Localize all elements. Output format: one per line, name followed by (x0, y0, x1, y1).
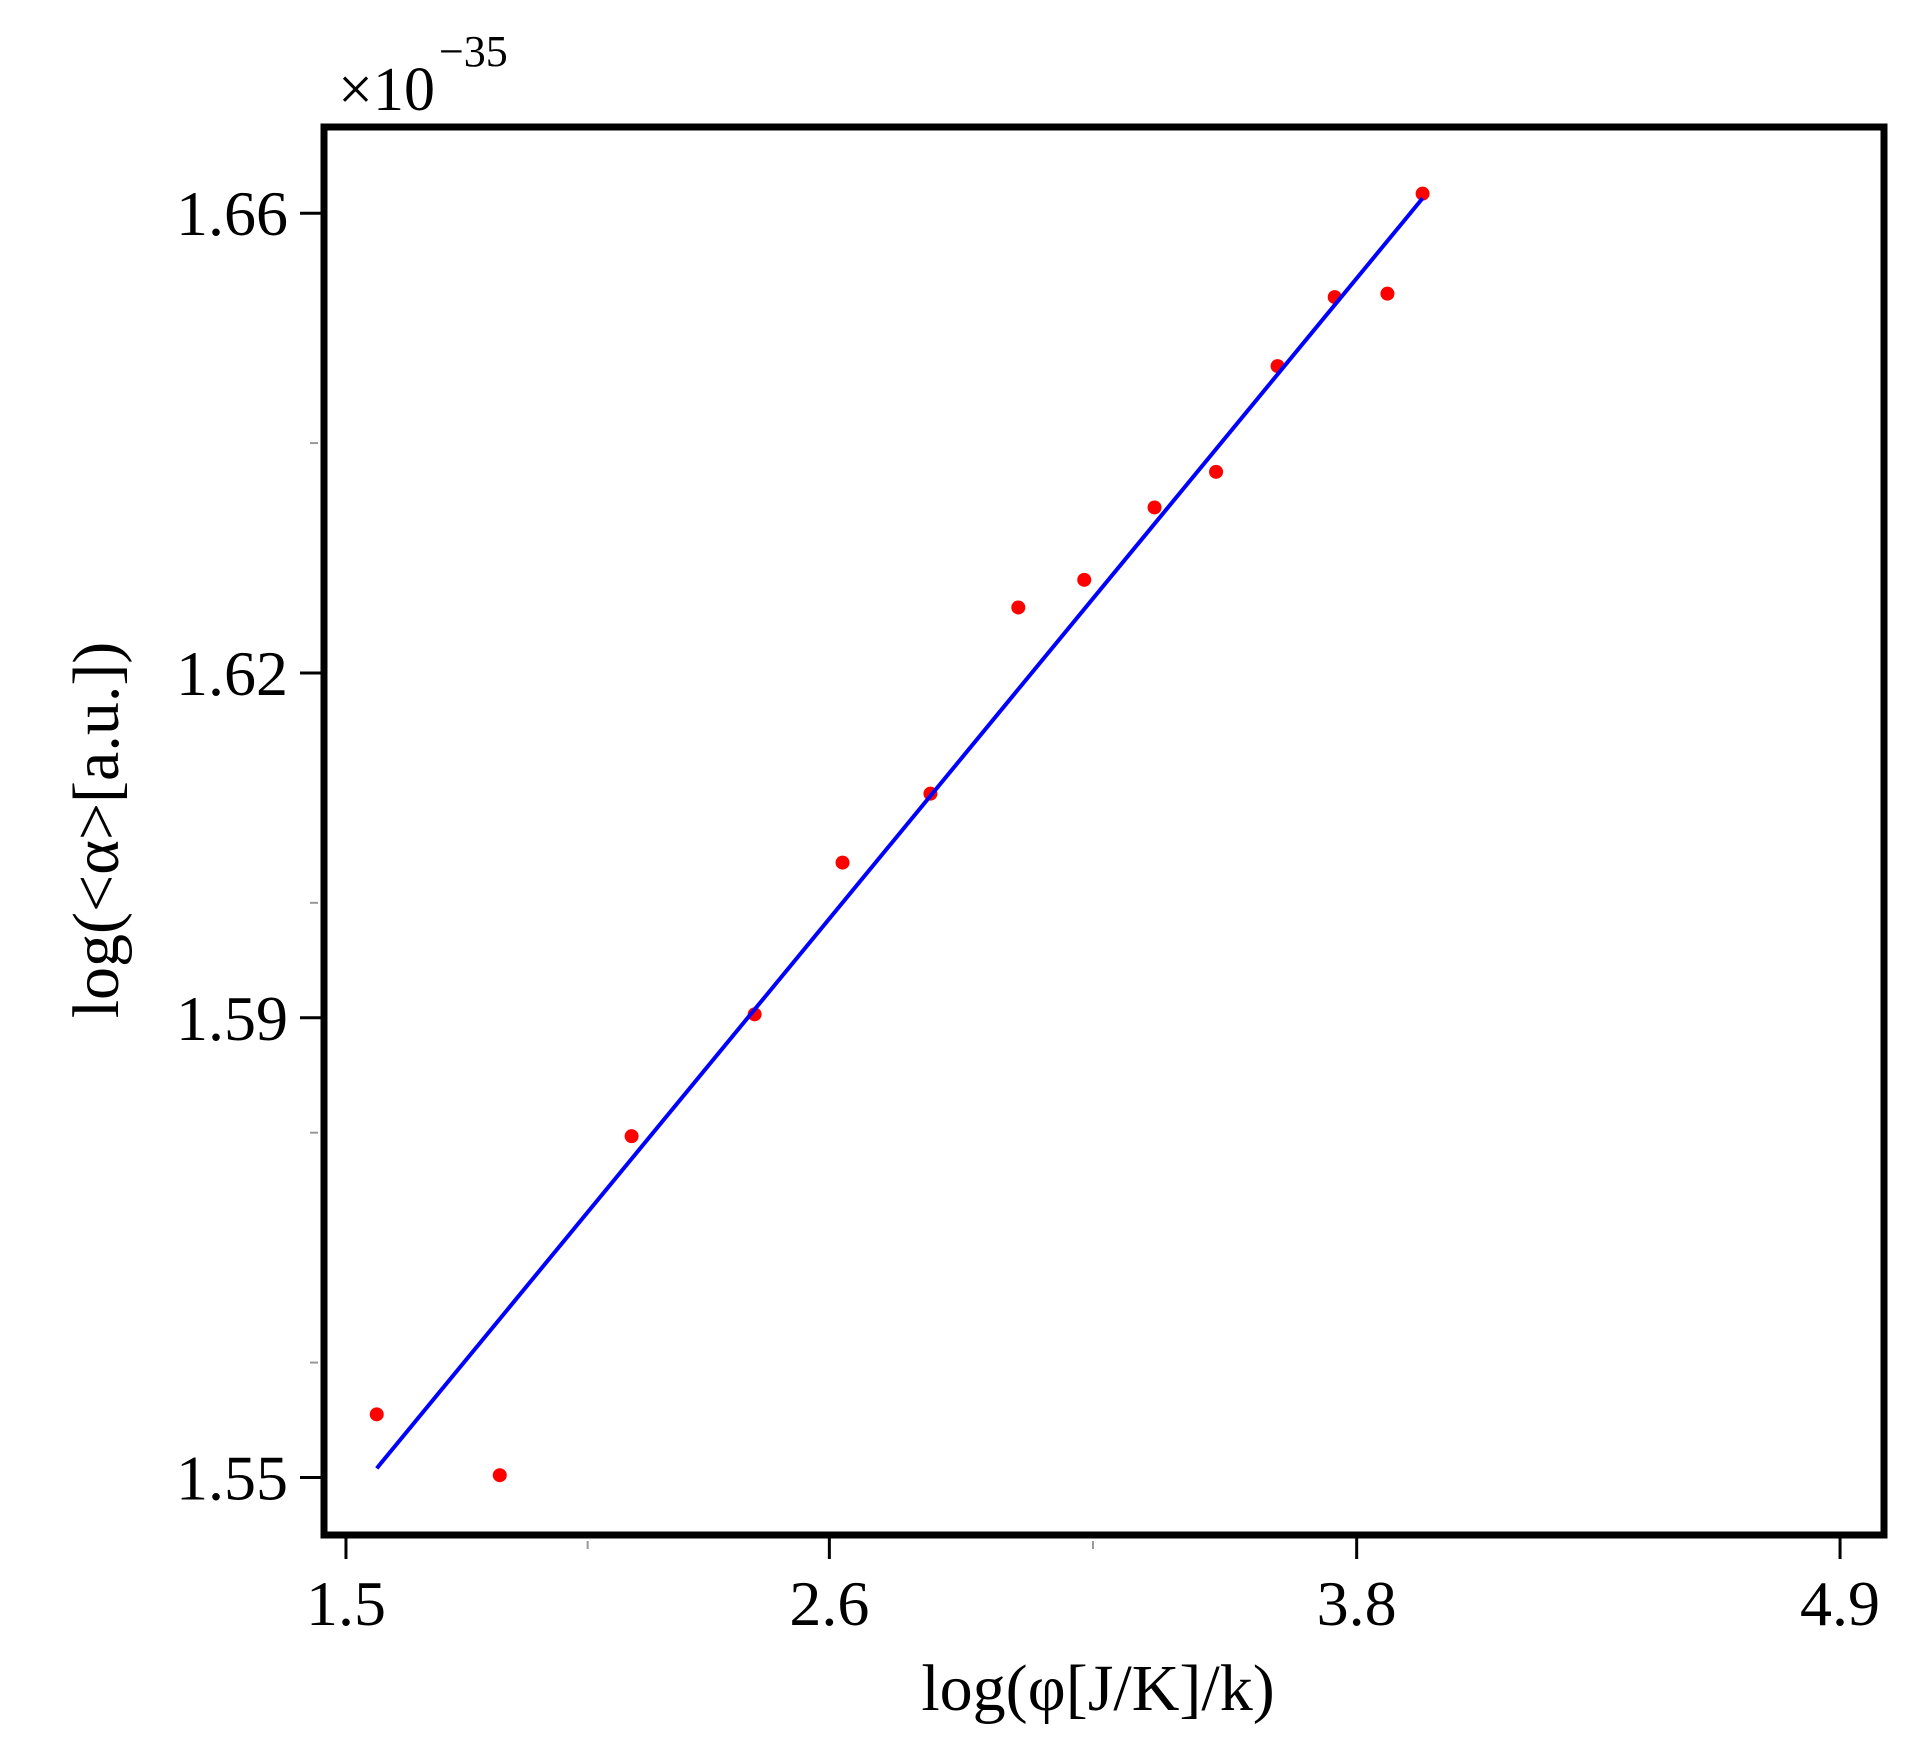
data-point (1380, 286, 1395, 301)
y-multiplier-exponent: −35 (439, 27, 508, 76)
fit-line (375, 196, 1425, 1470)
y-multiplier: ×10 −35 (338, 27, 508, 124)
y-tick-label: 1.66 (176, 178, 288, 249)
data-point (1147, 500, 1162, 515)
y-tick-label: 1.55 (176, 1443, 288, 1514)
y-tick-label: 1.62 (176, 638, 288, 709)
data-point (369, 1407, 384, 1422)
data-point (1415, 186, 1430, 201)
x-tick-label: 2.6 (789, 1568, 869, 1639)
ticks-layer (300, 211, 1842, 1559)
y-axis-label: log(<α>[a.u.]) (60, 642, 133, 1019)
x-tick-label: 4.9 (1800, 1568, 1880, 1639)
x-tick-label: 3.8 (1317, 1568, 1397, 1639)
x-axis-label: log(φ[J/K]/k) (921, 1652, 1274, 1725)
y-multiplier-base: ×10 (338, 56, 435, 124)
line-layer (375, 196, 1425, 1470)
plot-frame (320, 123, 1888, 1539)
data-point (1011, 600, 1026, 615)
points-layer (369, 186, 1430, 1483)
data-point (1077, 572, 1092, 587)
y-tick-label: 1.59 (176, 983, 288, 1054)
data-point (492, 1468, 507, 1483)
data-point (624, 1129, 639, 1144)
data-point (1209, 464, 1224, 479)
x-tick-label: 1.5 (306, 1568, 386, 1639)
labels-layer: 1.5 2.6 3.8 4.9 1.55 1.59 1.62 1.66 (176, 178, 1880, 1639)
data-point (835, 855, 850, 870)
